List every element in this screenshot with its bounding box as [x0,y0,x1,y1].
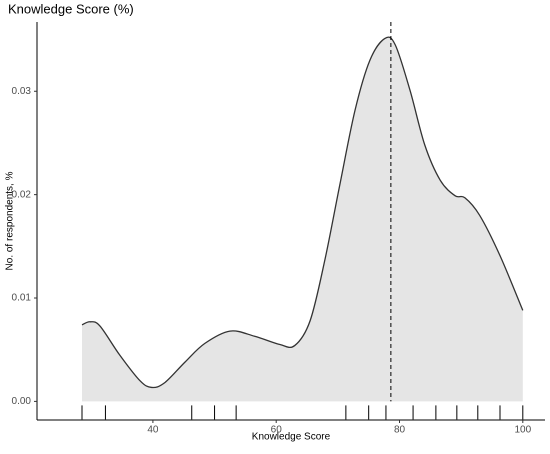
x-axis-label: Knowledge Score [252,432,331,443]
chart-title: Knowledge Score (%) [8,1,134,16]
y-axis-label: No. of respondents, % [5,171,16,270]
density-line [81,36,524,389]
x-tick-label: 80 [394,425,406,436]
y-tick-label: 0.01 [12,293,32,304]
density-area [82,37,523,402]
x-tick-label: 60 [271,425,283,436]
x-tick-label: 40 [147,425,159,436]
y-tick-label: 0.00 [12,396,32,407]
x-tick-label: 100 [514,425,531,436]
y-tick-label: 0.02 [12,189,32,200]
y-tick-label: 0.03 [12,86,32,97]
